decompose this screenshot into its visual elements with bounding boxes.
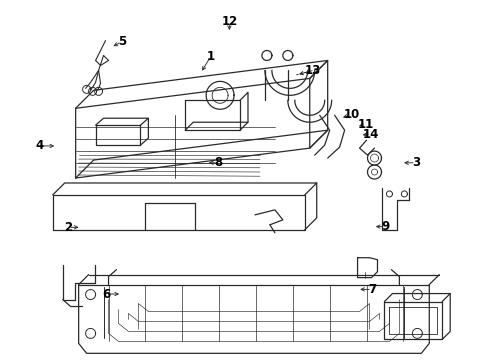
Text: 1: 1 — [207, 50, 215, 63]
Text: 5: 5 — [118, 35, 126, 49]
Text: 14: 14 — [363, 127, 379, 141]
Text: 4: 4 — [36, 139, 44, 152]
Text: 11: 11 — [358, 118, 374, 131]
Text: 9: 9 — [381, 220, 390, 233]
Text: 8: 8 — [214, 156, 222, 169]
Text: 10: 10 — [343, 108, 360, 121]
Text: 12: 12 — [221, 15, 238, 28]
Text: 6: 6 — [102, 288, 110, 301]
Text: 2: 2 — [64, 221, 73, 234]
Text: 3: 3 — [412, 156, 420, 169]
Text: 7: 7 — [368, 283, 376, 296]
Text: 13: 13 — [304, 64, 320, 77]
